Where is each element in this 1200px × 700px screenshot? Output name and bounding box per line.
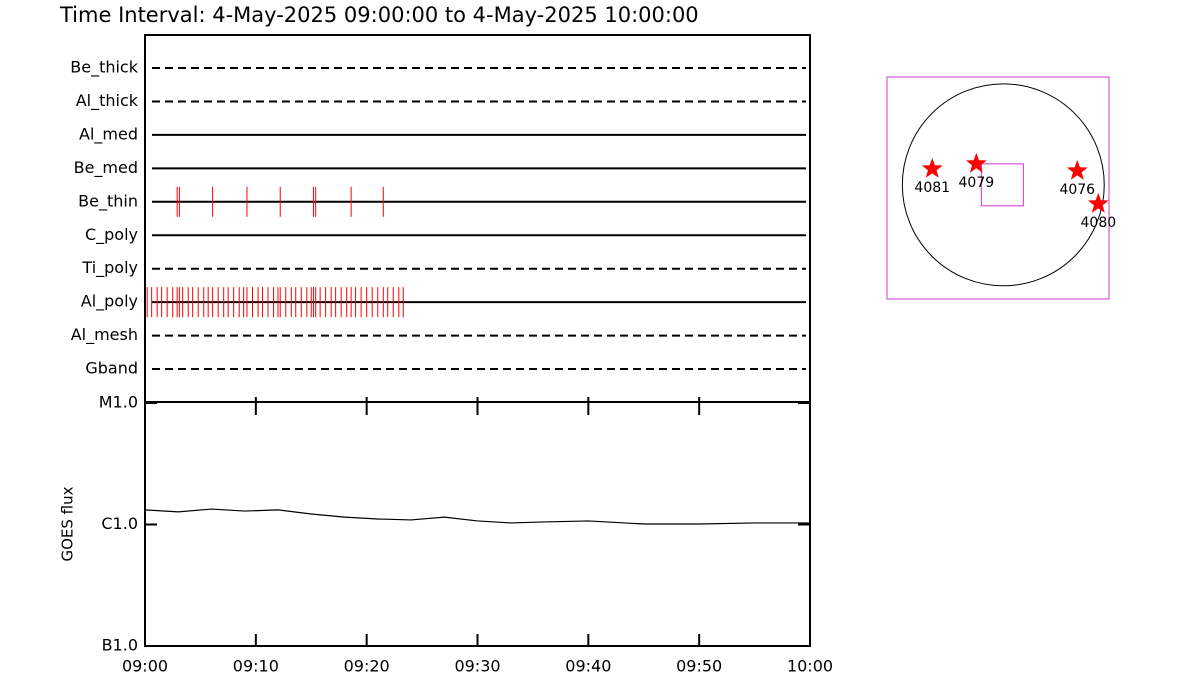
active-region-star — [1066, 159, 1088, 180]
title: Time Interval: 4-May-2025 09:00:00 to 4-… — [59, 3, 699, 27]
goes-curve — [144, 508, 810, 525]
row-label: Al_thick — [76, 91, 139, 111]
row-label: Be_thick — [70, 58, 138, 78]
active-region-label: 4081 — [914, 180, 950, 196]
row-label: Al_mesh — [71, 325, 138, 345]
row-label: Gband — [85, 359, 138, 378]
active-region-label: 4080 — [1081, 215, 1117, 231]
x-tick-label: 09:20 — [344, 657, 390, 676]
active-region-star — [1087, 192, 1109, 213]
x-tick-label: 10:00 — [787, 657, 833, 676]
y-tick-label: C1.0 — [101, 514, 138, 533]
solar-limb — [901, 83, 1105, 287]
active-region-star — [965, 152, 987, 173]
row-label: C_poly — [85, 225, 138, 245]
field-of-view — [980, 163, 1024, 207]
y-tick-label: B1.0 — [102, 636, 138, 655]
x-tick-label: 09:00 — [122, 657, 168, 676]
row-label: Al_med — [79, 124, 138, 144]
x-tick-label: 09:30 — [454, 657, 500, 676]
row-label: Be_med — [74, 158, 138, 178]
y-tick-label: M1.0 — [99, 393, 138, 412]
row-label: Ti_poly — [81, 258, 138, 278]
x-tick-label: 09:10 — [233, 657, 279, 676]
active-region-label: 4079 — [959, 175, 995, 191]
map-frame — [886, 76, 1110, 300]
x-tick-label: 09:50 — [676, 657, 722, 676]
row-label: Be_thin — [78, 191, 138, 211]
y-axis-label: GOES flux — [59, 486, 77, 561]
timeline-frame — [144, 34, 811, 403]
active-region-star — [921, 157, 943, 178]
x-tick-label: 09:40 — [565, 657, 611, 676]
active-region-label: 4076 — [1059, 182, 1095, 198]
row-label: Al_poly — [81, 292, 138, 312]
